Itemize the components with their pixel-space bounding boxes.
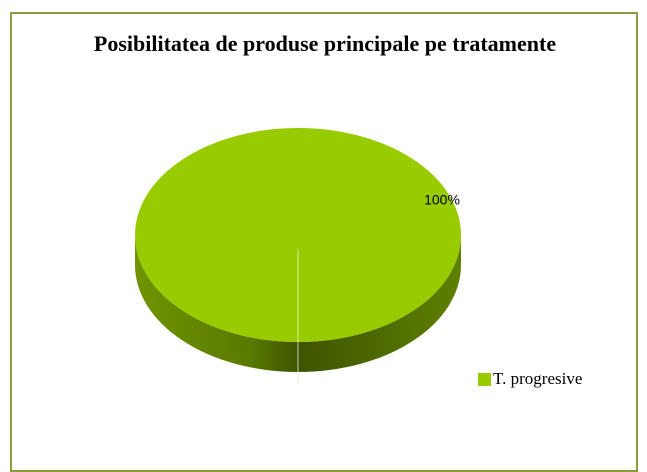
legend-swatch	[478, 373, 491, 386]
chart-title: Posibilitatea de produse principale pe t…	[93, 31, 557, 56]
pie-side	[135, 235, 461, 372]
chart: 100% T. progresive	[135, 128, 582, 388]
legend-label: T. progresive	[493, 369, 582, 388]
page: Posibilitatea de produse principale pe t…	[10, 12, 638, 472]
pie-slice	[135, 128, 461, 342]
data-label: 100%	[424, 192, 460, 208]
